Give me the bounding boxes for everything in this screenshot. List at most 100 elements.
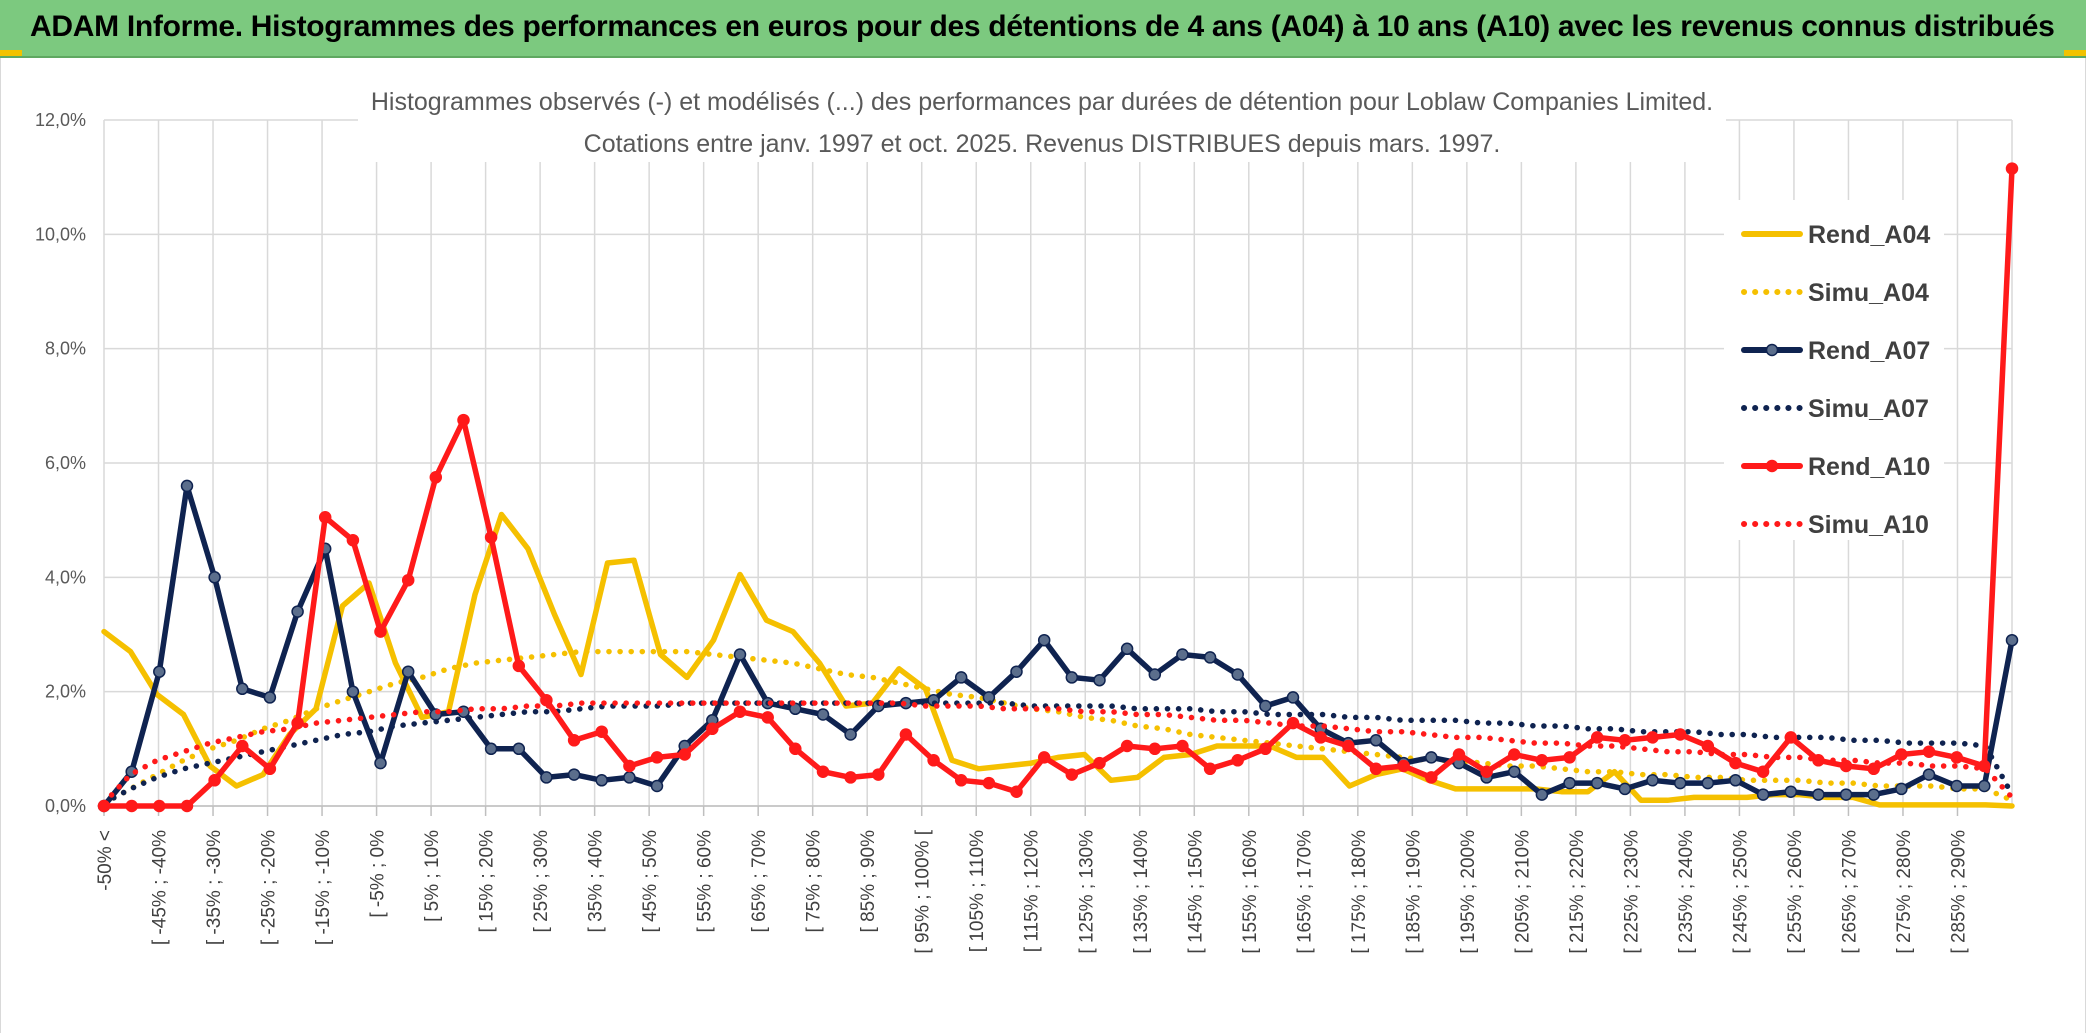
title-backdrop [358, 92, 1726, 162]
y-axis-ticks: 0,0% 2,0% 4,0% 6,0% 8,0% 10,0% 12,0% [35, 110, 86, 816]
data-point-rend-a10 [512, 659, 526, 673]
data-point-rend-a10 [650, 751, 664, 764]
data-point-rend-a10 [208, 774, 221, 787]
data-point-rend-a10 [1563, 751, 1576, 764]
data-point-rend-a07 [1369, 734, 1383, 747]
data-point-rend-a07 [1176, 648, 1189, 661]
data-point-rend-a07 [540, 771, 553, 784]
data-point-rend-a10 [733, 705, 747, 718]
data-point-rend-a10 [1176, 739, 1189, 753]
data-point-rend-a10 [125, 799, 138, 813]
data-point-rend-a10 [595, 725, 608, 738]
x-tick-label: [ 95% ; 100% [ [913, 829, 934, 953]
x-tick-label: [ 225% ; 230% [1621, 830, 1642, 954]
x-tick-label: [ 135% ; 140% [1131, 830, 1152, 954]
x-tick-label: [ 215% ; 220% [1567, 830, 1588, 954]
page-title: ADAM Informe. Histogrammes des performan… [30, 10, 2055, 43]
data-point-rend-a10 [1673, 728, 1687, 741]
legend-marker-rend-a07 [1765, 343, 1779, 357]
y-tick-label: 12,0% [35, 110, 86, 130]
header-banner: ADAM Informe. Histogrammes des performan… [0, 0, 2086, 58]
data-point-rend-a10 [457, 413, 470, 427]
data-point-rend-a10 [982, 776, 996, 790]
data-point-rend-a07 [623, 771, 636, 784]
data-point-rend-a10 [789, 742, 802, 756]
x-tick-label: [ 245% ; 250% [1730, 830, 1751, 954]
data-point-rend-a10 [1729, 756, 1742, 770]
data-point-rend-a10 [1259, 742, 1272, 756]
data-point-rend-a07 [1093, 673, 1106, 687]
data-point-rend-a07 [816, 708, 830, 721]
data-point-rend-a10 [1646, 731, 1659, 744]
y-tick-label: 0,0% [45, 796, 86, 816]
x-tick-label: [ 55% ; 60% [695, 830, 716, 933]
x-tick-label: [ 265% ; 270% [1839, 830, 1860, 954]
data-point-rend-a10 [153, 799, 166, 813]
data-point-rend-a10 [1784, 731, 1798, 744]
data-point-rend-a10 [1120, 739, 1134, 753]
data-point-rend-a07 [1922, 768, 1936, 781]
data-point-rend-a07 [1646, 774, 1659, 787]
data-point-rend-a07 [153, 665, 166, 678]
data-point-rend-a10 [1535, 754, 1549, 767]
data-point-rend-a10 [1065, 768, 1079, 781]
x-tick-label: [ 45% ; 50% [640, 830, 661, 933]
data-point-rend-a10 [1950, 751, 1963, 764]
y-tick-label: 6,0% [45, 453, 86, 473]
data-point-rend-a07 [1259, 699, 1272, 713]
data-point-rend-a10 [1231, 754, 1244, 767]
y-tick-label: 4,0% [45, 567, 86, 587]
data-point-rend-a10 [927, 754, 940, 767]
data-point-rend-a10 [844, 771, 857, 784]
data-point-rend-a07 [954, 671, 968, 684]
x-tick-label: [ 5% ; 10% [422, 830, 443, 922]
data-point-rend-a07 [1425, 751, 1438, 764]
data-point-rend-a10 [1756, 765, 1770, 778]
data-point-rend-a10 [1590, 731, 1604, 744]
data-point-rend-a07 [1618, 782, 1632, 796]
data-point-rend-a10 [567, 734, 581, 747]
series-line-simu-a07 [101, 700, 2015, 806]
data-point-rend-a10 [1867, 762, 1880, 776]
y-tick-label: 8,0% [45, 339, 86, 359]
data-point-rend-a07 [208, 571, 221, 584]
data-point-rend-a10 [623, 759, 636, 773]
data-point-rend-a10 [1922, 745, 1936, 758]
x-tick-label: [ 65% ; 70% [749, 830, 770, 933]
data-point-rend-a10 [1397, 759, 1410, 773]
x-tick-label: [ -35% ; -30% [204, 830, 225, 945]
y-tick-label: 2,0% [45, 682, 86, 702]
x-tick-label: [ 185% ; 190% [1403, 830, 1424, 954]
legend-label-simu-a04: Simu_A04 [1808, 279, 1929, 307]
x-tick-label: [ 115% ; 120% [1022, 830, 1043, 952]
data-point-rend-a07 [1950, 779, 1963, 793]
data-point-rend-a10 [1369, 762, 1383, 776]
data-point-rend-a10 [429, 471, 443, 484]
data-point-rend-a07 [1203, 651, 1217, 664]
data-point-rend-a07 [650, 779, 664, 793]
data-point-rend-a10 [1093, 756, 1106, 770]
x-tick-label: [ 35% ; 40% [586, 830, 607, 933]
data-point-rend-a07 [1729, 774, 1742, 787]
data-point-rend-a10 [816, 765, 830, 778]
data-point-rend-a07 [1065, 671, 1079, 684]
legend-label-rend-a10: Rend_A10 [1808, 453, 1930, 481]
data-point-rend-a07 [1535, 788, 1549, 801]
x-tick-label: [ 25% ; 30% [531, 830, 552, 933]
data-point-rend-a07 [1563, 776, 1576, 790]
data-point-rend-a10 [318, 511, 332, 524]
data-point-rend-a07 [1867, 788, 1880, 801]
x-tick-label: [ 235% ; 240% [1676, 830, 1697, 954]
x-tick-label: -50% < [95, 830, 116, 891]
data-point-rend-a07 [1756, 788, 1770, 801]
data-point-rend-a07 [263, 691, 277, 704]
series-line-rend-a04 [101, 511, 2015, 809]
data-point-rend-a07 [1978, 779, 1991, 793]
data-point-rend-a10 [2005, 162, 2019, 175]
x-tick-label: [ 275% ; 280% [1894, 830, 1915, 954]
x-tick-label: [ 105% ; 110% [967, 830, 988, 952]
data-point-rend-a10 [954, 774, 968, 787]
data-point-rend-a07 [844, 728, 857, 741]
data-point-rend-a07 [1590, 776, 1604, 790]
